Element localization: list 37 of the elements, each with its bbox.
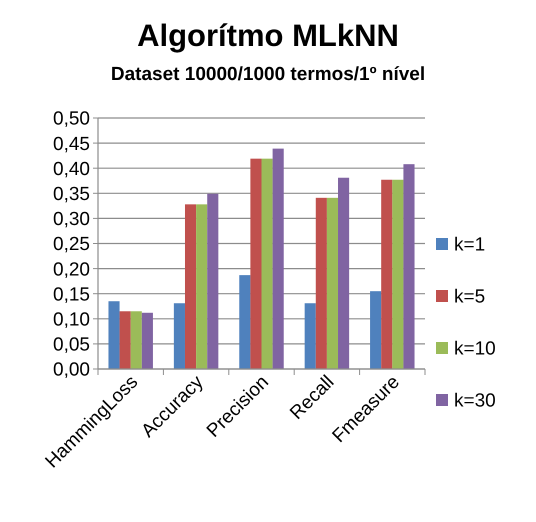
y-tick-label: 0,20 [53,259,90,280]
bar [207,194,218,369]
y-tick-label: 0,25 [53,234,90,256]
y-tick-label: 0,30 [53,209,90,230]
bar [239,275,250,369]
legend-label: k=5 [454,286,486,308]
y-tick-label: 0,35 [53,184,90,205]
legend-label: k=30 [454,390,496,412]
bar [108,301,120,369]
bar [174,303,185,369]
y-tick-label: 0,10 [53,309,90,330]
bar [250,158,262,369]
bar [262,158,273,369]
bar [338,178,350,369]
y-tick-label: 0,45 [53,134,90,155]
bar [316,198,327,369]
bar [392,180,404,369]
bar [142,312,153,369]
legend-label: k=10 [454,338,496,360]
bar [304,303,316,369]
bar [326,198,338,369]
bar [370,291,382,369]
bar [130,311,142,369]
y-tick-label: 0,00 [53,360,90,381]
chart-subtitle: Dataset 10000/1000 termos/1º nível [110,64,426,85]
y-tick-label: 0,40 [53,158,90,180]
bar [381,180,392,369]
bar [184,204,196,369]
y-tick-label: 0,05 [53,334,90,356]
bar [403,164,415,369]
bar [272,148,284,369]
legend-label: k=1 [454,234,486,256]
y-tick-label: 0,15 [53,284,90,306]
bar [196,204,208,369]
bar [120,311,131,369]
chart-title: Algorítmo MLkNN [137,18,399,53]
y-tick-label: 0,50 [53,108,90,130]
